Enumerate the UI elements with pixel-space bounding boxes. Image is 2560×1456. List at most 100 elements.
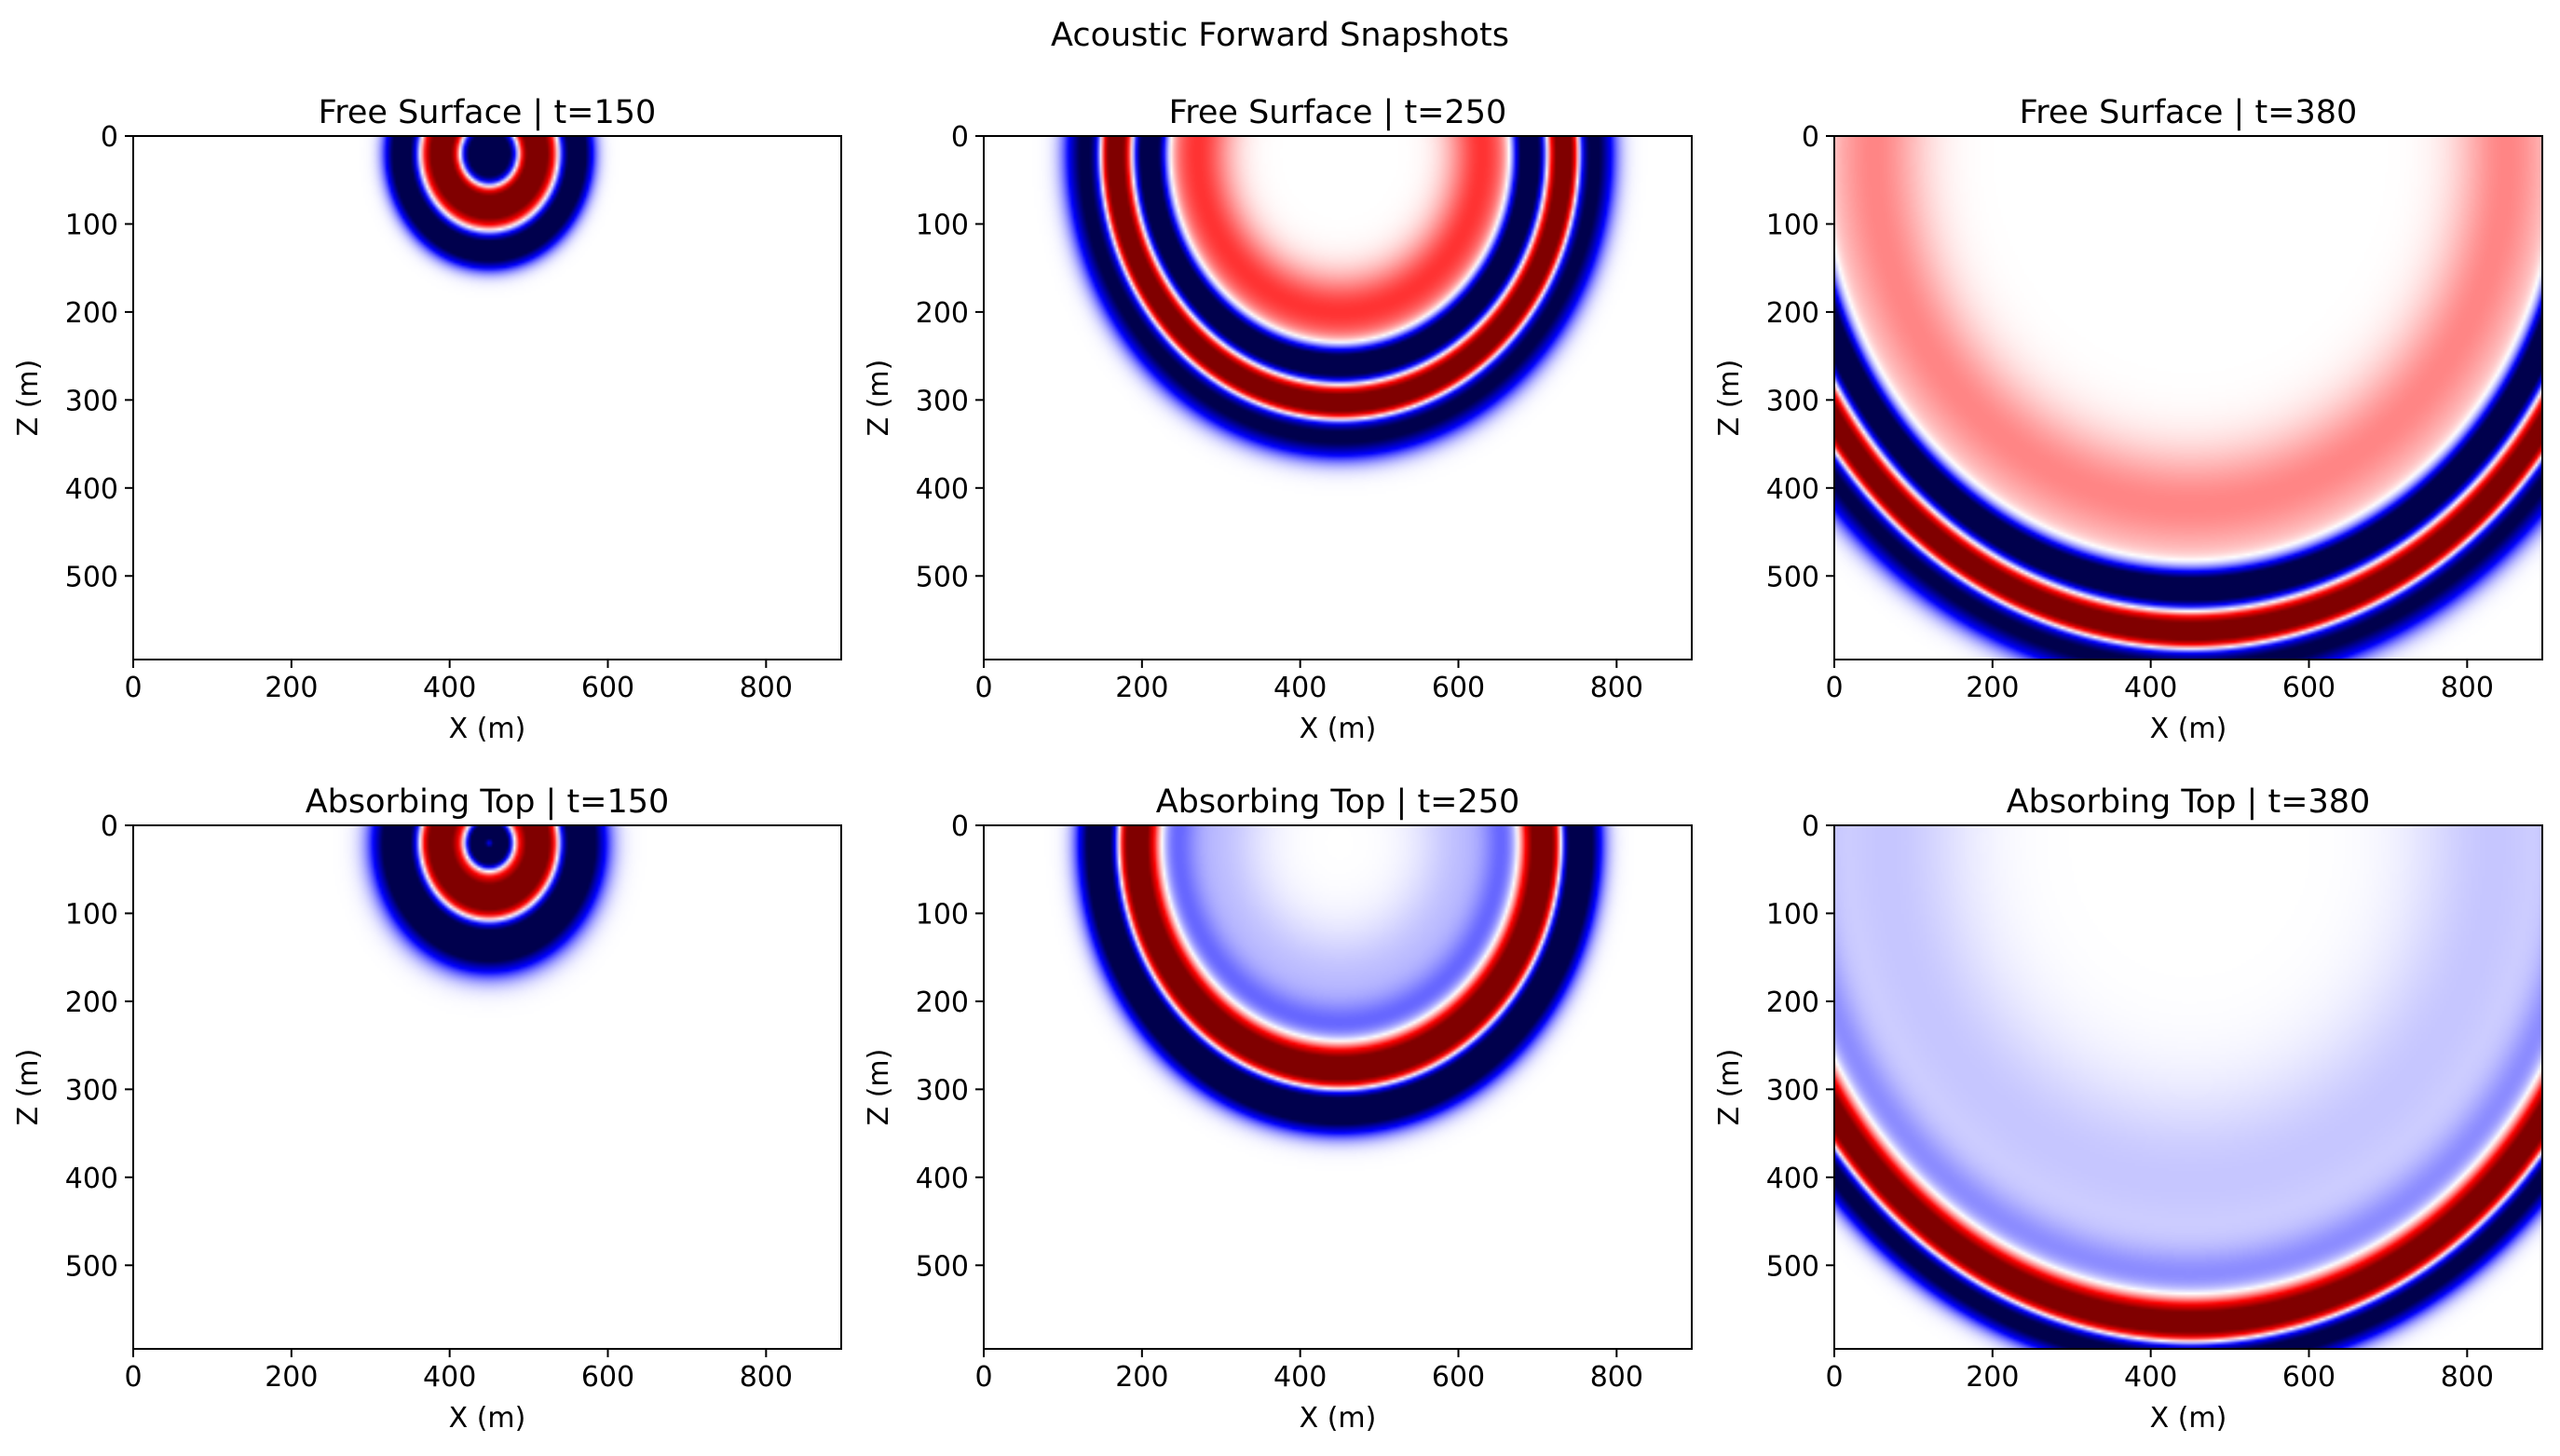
x-tick-label: 0 [124,672,142,704]
x-tick-label: 600 [581,1361,634,1394]
axes-frame [983,824,1693,1350]
wavefield-heatmap [1834,825,2542,1349]
y-tick-label: 0 [101,121,118,154]
y-tick-label: 200 [916,297,969,330]
y-tick-label: 200 [1766,987,1819,1019]
y-tick-label: 0 [1802,121,1819,154]
x-tick-label: 400 [1273,1361,1327,1394]
x-tick-label: 200 [1115,1361,1168,1394]
y-tick-label: 400 [916,1163,969,1195]
y-tick-label: 400 [65,473,118,506]
subplot-title: Free Surface | t=250 [1169,94,1507,131]
x-tick-label: 0 [1825,1361,1843,1394]
x-tick-label: 400 [2124,1361,2177,1394]
x-tick-label: 600 [1432,672,1485,704]
y-tick-label: 500 [916,561,969,593]
x-axis-label: X (m) [1300,1402,1377,1435]
y-axis-label: Z (m) [1713,1049,1746,1126]
x-tick-label: 600 [2282,672,2335,704]
y-tick-label: 400 [65,1163,118,1195]
y-tick-label: 100 [65,898,118,931]
x-tick-label: 800 [2441,1361,2494,1394]
subplot-title: Absorbing Top | t=380 [2007,783,2371,821]
y-tick-label: 300 [916,385,969,417]
subplot-title: Free Surface | t=380 [2020,94,2358,131]
subplot-6: Absorbing Top | t=380 0 200 400 600 800 0 100 20… [1713,783,2543,1435]
x-axis-label: X (m) [449,713,526,745]
wavefield-heatmap [984,136,1692,660]
y-tick-label: 500 [1766,1250,1819,1283]
y-tick-label: 100 [916,898,969,931]
y-axis-label: Z (m) [12,360,45,437]
wavefield-heatmap [133,825,841,1349]
x-axis-label: X (m) [1300,713,1377,745]
figure-suptitle: Acoustic Forward Snapshots [1051,17,1509,54]
y-tick-label: 300 [916,1074,969,1107]
y-tick-label: 0 [101,810,118,843]
subplot-title: Absorbing Top | t=150 [306,783,670,821]
subplot-3: Free Surface | t=380 0 200 400 600 800 0 100 200… [1713,94,2543,745]
subplot-2: Free Surface | t=250 0 200 400 600 800 0 100 200… [863,94,1693,745]
x-tick-label: 0 [124,1361,142,1394]
x-tick-label: 400 [1273,672,1327,704]
y-tick-label: 300 [1766,385,1819,417]
x-tick-label: 800 [2441,672,2494,704]
y-axis-label: Z (m) [863,1049,895,1126]
wavefield-heatmap [133,136,841,660]
subplot-title: Absorbing Top | t=250 [1156,783,1520,821]
y-tick-label: 0 [1802,810,1819,843]
x-tick-label: 400 [423,672,476,704]
y-tick-label: 200 [916,987,969,1019]
x-tick-label: 600 [1432,1361,1485,1394]
y-tick-label: 100 [65,209,118,241]
wavefield-heatmap [984,825,1692,1349]
x-tick-label: 600 [581,672,634,704]
y-tick-label: 400 [916,473,969,506]
subplot-5: Absorbing Top | t=250 0 200 400 600 800 0 100 20… [863,783,1693,1435]
y-tick-label: 200 [65,987,118,1019]
y-tick-label: 100 [916,209,969,241]
y-tick-label: 100 [1766,209,1819,241]
x-tick-label: 800 [740,672,793,704]
axes-frame [983,135,1693,660]
y-axis-label: Z (m) [863,360,895,437]
x-tick-label: 600 [2282,1361,2335,1394]
y-tick-label: 500 [65,1250,118,1283]
y-tick-label: 400 [1766,473,1819,506]
y-axis-label: Z (m) [12,1049,45,1126]
axes-frame [1833,824,2543,1350]
y-tick-label: 300 [65,1074,118,1107]
x-tick-label: 200 [1115,672,1168,704]
subplot-4: Absorbing Top | t=150 0 200 400 600 800 0 100 20… [12,783,842,1435]
x-tick-label: 200 [1966,672,2019,704]
x-axis-label: X (m) [2150,1402,2227,1435]
y-tick-label: 200 [65,297,118,330]
x-tick-label: 200 [1966,1361,2019,1394]
y-tick-label: 200 [1766,297,1819,330]
y-tick-label: 100 [1766,898,1819,931]
y-tick-label: 400 [1766,1163,1819,1195]
y-tick-label: 300 [1766,1074,1819,1107]
x-tick-label: 200 [265,1361,318,1394]
y-tick-label: 500 [65,561,118,593]
x-tick-label: 0 [974,672,992,704]
y-tick-label: 0 [951,121,969,154]
x-tick-label: 800 [1590,1361,1643,1394]
axes-frame [132,824,842,1350]
axes-frame [132,135,842,660]
x-tick-label: 0 [974,1361,992,1394]
subplot-1: Free Surface | t=150 0 200 400 600 800 0 100 200… [12,94,842,745]
x-axis-label: X (m) [2150,713,2227,745]
y-tick-label: 300 [65,385,118,417]
y-tick-label: 0 [951,810,969,843]
x-tick-label: 400 [2124,672,2177,704]
x-tick-label: 200 [265,672,318,704]
wavefield-heatmap [1834,136,2542,660]
axes-frame [1833,135,2543,660]
x-tick-label: 800 [740,1361,793,1394]
x-tick-label: 0 [1825,672,1843,704]
x-axis-label: X (m) [449,1402,526,1435]
subplot-title: Free Surface | t=150 [319,94,657,131]
